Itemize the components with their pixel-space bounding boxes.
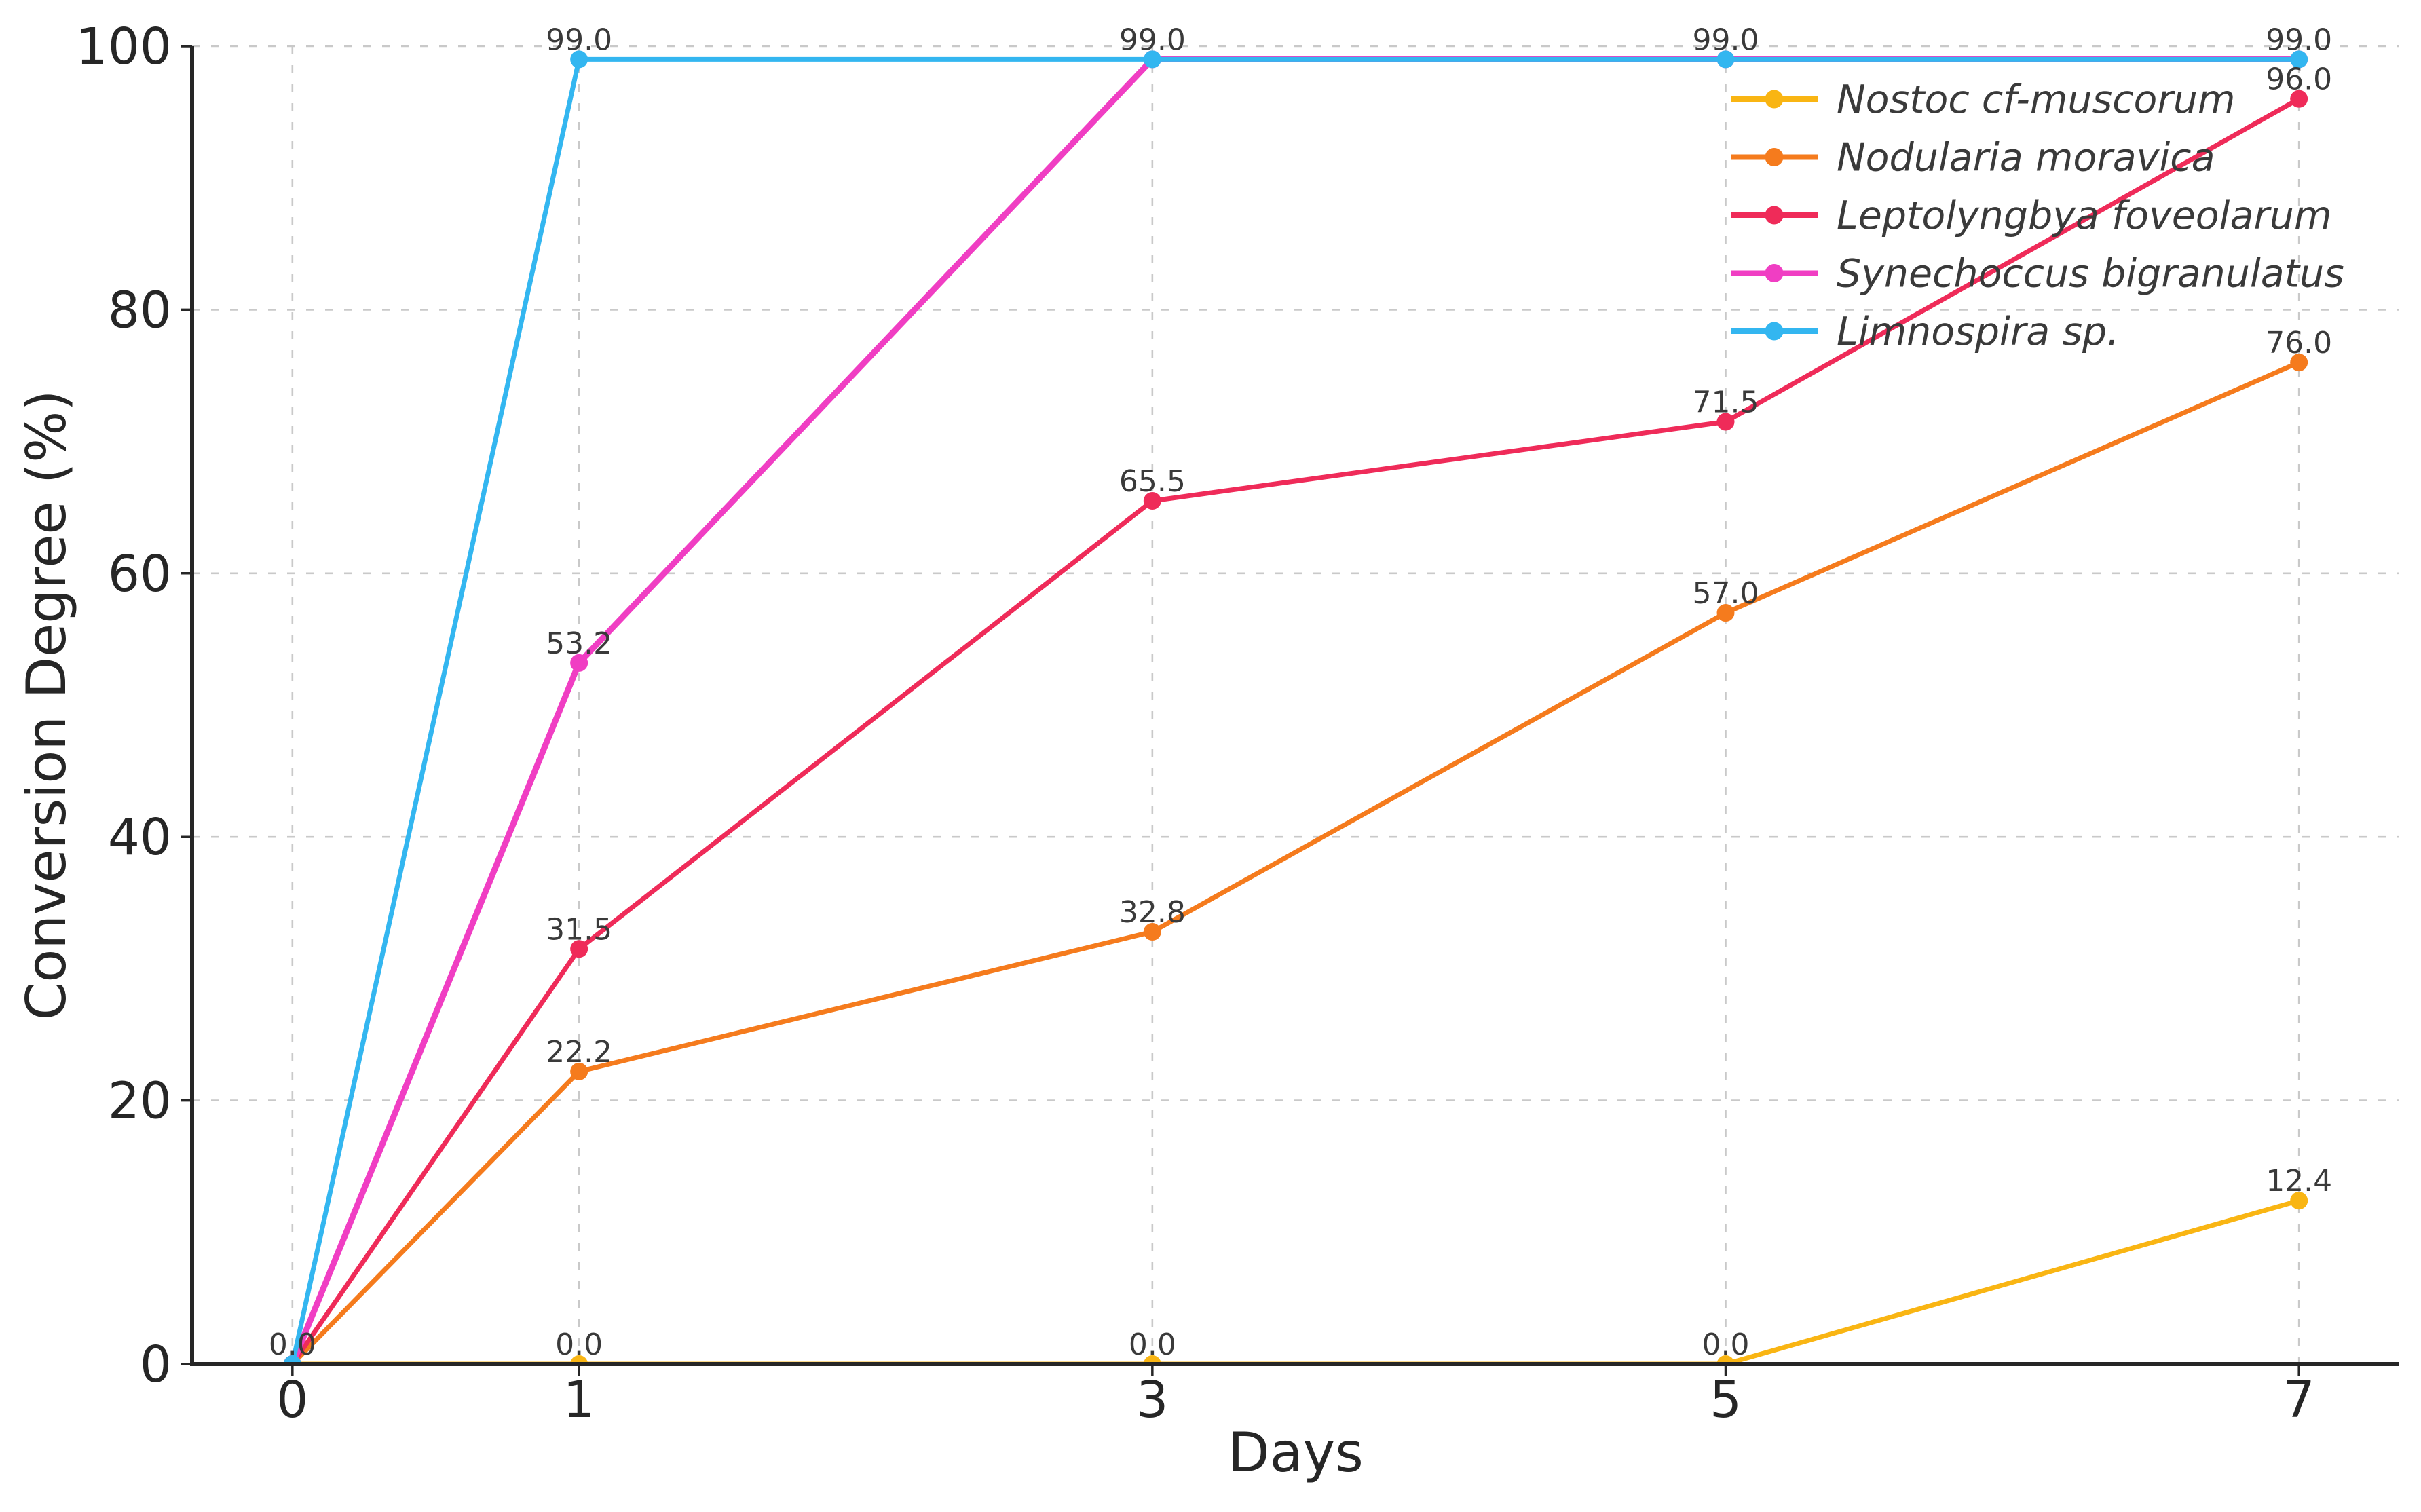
point-label: 0.0 <box>269 1327 316 1362</box>
data-point <box>2290 354 2308 372</box>
point-label: 0.0 <box>1702 1327 1750 1362</box>
y-axis-label: Conversion Degree (%) <box>15 390 78 1021</box>
legend-marker <box>1765 90 1784 109</box>
point-label: 99.0 <box>546 22 612 57</box>
series-limnospira-sp- <box>283 50 2308 1364</box>
legend-marker <box>1765 148 1784 166</box>
data-point <box>570 1355 588 1364</box>
y-tick-label-80: 80 <box>108 281 172 339</box>
data-point <box>2290 50 2308 69</box>
series-nodularia-moravica <box>283 354 2308 1364</box>
x-tick-label-1: 1 <box>563 1371 595 1429</box>
legend-label: Limnospira sp. <box>1837 309 2119 354</box>
y-tick-label-40: 40 <box>108 808 172 867</box>
x-tick-label-0: 0 <box>276 1371 308 1429</box>
data-point <box>2290 90 2308 108</box>
point-label: 31.5 <box>546 912 612 947</box>
data-point <box>570 654 588 672</box>
legend-item-2: Nodularia moravica <box>1731 136 2215 181</box>
point-label: 57.0 <box>1693 576 1759 611</box>
point-label: 99.0 <box>2266 22 2332 57</box>
point-label: 96.0 <box>2266 62 2332 97</box>
data-label-layer: 0.0 0.0 0.0 0.0 12.4 22.2 32.8 57.0 76.0 31.5 65.5… <box>269 22 2332 1362</box>
x-tick-label-5: 5 <box>1710 1371 1742 1429</box>
point-label: 53.2 <box>546 626 612 661</box>
point-label: 71.5 <box>1693 385 1759 419</box>
legend-label: Nostoc cf-muscorum <box>1837 77 2236 122</box>
legend-label: Leptolyngbya foveolarum <box>1837 193 2332 238</box>
data-point <box>1716 413 1735 431</box>
y-tick-label-100: 100 <box>76 18 172 76</box>
point-label: 22.2 <box>546 1035 612 1070</box>
data-point <box>1716 1355 1735 1364</box>
data-point <box>1143 1355 1161 1364</box>
point-label: 12.4 <box>2266 1164 2332 1198</box>
legend-marker <box>1765 322 1784 341</box>
point-label: 65.5 <box>1119 464 1186 499</box>
point-label: 32.8 <box>1119 895 1186 930</box>
legend-label: Synechoccus bigranulatus <box>1837 252 2344 297</box>
data-point <box>570 1062 588 1080</box>
series-line <box>290 1198 2302 1364</box>
data-point <box>1143 491 1161 510</box>
y-tick-label-0: 0 <box>140 1336 172 1394</box>
grid-layer <box>192 45 2399 1365</box>
point-label: 99.0 <box>1693 22 1759 57</box>
point-label: 0.0 <box>1129 1327 1176 1362</box>
point-label: 76.0 <box>2266 326 2332 360</box>
y-tick-label-60: 60 <box>108 545 172 603</box>
legend: Nostoc cf-muscorum Nodularia moravica Lept… <box>1731 77 2344 354</box>
x-tick-label-3: 3 <box>1136 1371 1168 1429</box>
legend-item-3: Leptolyngbya foveolarum <box>1731 193 2332 238</box>
data-point <box>570 50 588 69</box>
data-point <box>1716 50 1735 69</box>
point-label: 99.0 <box>1119 22 1186 57</box>
x-axis-label: Days <box>1228 1421 1364 1484</box>
data-point <box>1143 50 1161 69</box>
legend-item-4: Synechoccus bigranulatus <box>1731 252 2344 297</box>
data-point <box>1716 604 1735 622</box>
axis-spines <box>190 46 2399 1366</box>
legend-marker <box>1765 206 1784 225</box>
legend-label: Nodularia moravica <box>1837 136 2215 181</box>
legend-item-1: Nostoc cf-muscorum <box>1731 77 2236 122</box>
series-line <box>290 360 2302 1364</box>
point-label: 0.0 <box>555 1327 603 1362</box>
legend-item-5: Limnospira sp. <box>1731 309 2119 354</box>
legend-marker <box>1765 264 1784 282</box>
tick-layer: 0 20 40 60 80 100 0 1 3 5 7 <box>76 18 2315 1429</box>
x-tick-label-7: 7 <box>2283 1371 2315 1429</box>
data-point <box>2290 1192 2308 1210</box>
series-layer <box>283 50 2308 1364</box>
series-synechoccus-bigranulatus <box>283 50 2308 1364</box>
data-point <box>570 940 588 958</box>
y-tick-label-20: 20 <box>108 1072 172 1131</box>
data-point <box>283 1355 301 1364</box>
data-point <box>1143 923 1161 941</box>
